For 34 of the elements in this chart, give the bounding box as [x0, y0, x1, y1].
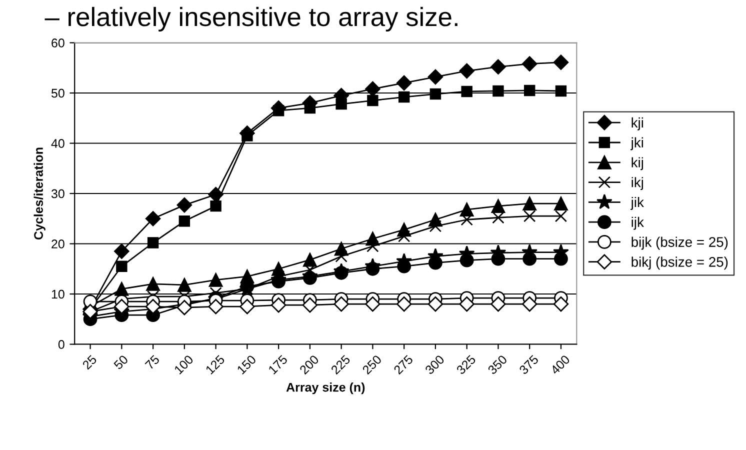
- x-tick-label: 150: [236, 354, 257, 375]
- legend-label: jki: [630, 137, 644, 150]
- y-tick-label: 20: [52, 240, 64, 248]
- legend-label: ikj: [632, 177, 644, 190]
- legend-label: bikj (bsize = 25): [632, 256, 728, 270]
- legend-label: kji: [632, 117, 644, 130]
- legend-label: bijk (bsize = 25): [632, 236, 728, 250]
- x-tick-label: 300: [424, 354, 445, 375]
- x-tick-label: 200: [299, 354, 320, 375]
- y-tick-label: 30: [51, 189, 64, 198]
- y-tick-label: 40: [51, 139, 64, 148]
- legend-label: kij: [632, 157, 644, 170]
- x-tick-label: 75: [144, 354, 160, 370]
- x-tick-label: 350: [487, 354, 508, 375]
- chart-title: – relatively insensitive to array size.: [44, 6, 458, 32]
- y-axis-title: Cycles/iteration: [34, 148, 46, 240]
- x-tick-label: 325: [456, 354, 476, 375]
- y-tick-label: 50: [51, 88, 64, 98]
- y-tick-label: 10: [52, 290, 64, 299]
- x-tick-label: 100: [174, 354, 194, 375]
- x-tick-label: 125: [205, 354, 226, 375]
- x-tick-label: 50: [113, 354, 129, 370]
- x-tick-label: 25: [82, 354, 98, 370]
- x-tick-label: 225: [330, 354, 351, 375]
- x-tick-label: 275: [393, 354, 414, 375]
- x-tick-label: 250: [362, 354, 382, 375]
- x-tick-label: 175: [268, 354, 288, 375]
- legend-label: ijk: [632, 216, 644, 230]
- x-tick-label: 375: [518, 354, 539, 375]
- y-tick-label: 60: [52, 38, 64, 48]
- x-tick-label: 400: [550, 354, 570, 376]
- y-tick-label: 0: [58, 340, 64, 349]
- x-axis-title: Array size (n): [286, 382, 365, 394]
- legend-label: jik: [630, 196, 644, 210]
